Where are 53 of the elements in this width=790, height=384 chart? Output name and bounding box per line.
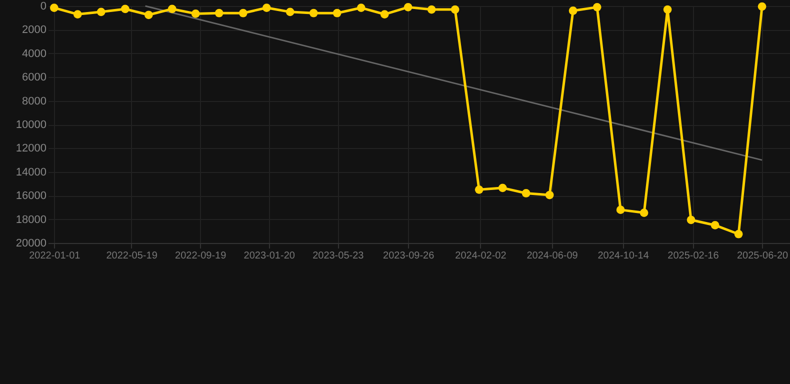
point xyxy=(262,4,271,12)
x-tick-label: 2023-09-26 xyxy=(383,250,435,262)
point xyxy=(144,10,153,20)
point xyxy=(309,8,318,18)
point xyxy=(96,8,106,16)
point xyxy=(238,8,248,18)
point xyxy=(663,5,672,14)
point xyxy=(427,5,436,14)
point xyxy=(332,8,342,18)
point xyxy=(568,6,578,15)
y-tick-label: 10000 xyxy=(16,119,46,131)
x-tick-label: 2024-06-09 xyxy=(526,250,578,262)
point xyxy=(498,184,507,192)
x-tick-label: 2025-06-20 xyxy=(736,250,789,262)
point xyxy=(474,186,484,194)
point xyxy=(640,208,648,217)
point xyxy=(522,189,530,198)
point xyxy=(286,8,294,16)
point xyxy=(214,8,224,18)
point xyxy=(592,3,602,12)
x-tick-label: 2023-05-23 xyxy=(312,250,364,262)
point xyxy=(710,221,720,230)
y-tick-label: 12000 xyxy=(16,142,46,155)
x-tick-label: 2023-01-20 xyxy=(244,250,296,262)
point xyxy=(686,216,696,224)
point xyxy=(545,190,554,200)
point xyxy=(450,5,460,14)
point xyxy=(380,10,389,18)
point xyxy=(73,10,82,18)
y-tick-label: 4000 xyxy=(22,48,46,60)
y-tick-label: 14000 xyxy=(16,166,46,178)
point xyxy=(120,4,130,14)
point xyxy=(616,206,625,214)
point xyxy=(734,230,743,238)
y-tick-label: 2000 xyxy=(22,24,46,36)
y-tick-label: 20000 xyxy=(16,238,46,250)
y-tick-label: 8000 xyxy=(22,95,46,108)
x-tick-label: 2025-02-16 xyxy=(668,250,720,262)
x-tick-label: 2022-05-19 xyxy=(106,250,158,262)
y-tick-label: 16000 xyxy=(16,190,46,202)
point xyxy=(168,4,176,14)
x-tick-label: 2024-10-14 xyxy=(598,250,650,262)
point xyxy=(758,2,766,11)
point xyxy=(404,3,412,12)
y-tick-label: 0 xyxy=(40,0,46,12)
x-tick-label: 2022-09-19 xyxy=(175,250,227,262)
point xyxy=(191,10,200,18)
point xyxy=(356,4,366,12)
x-tick-label: 2022-01-01 xyxy=(29,250,81,262)
y-tick-label: 18000 xyxy=(16,214,46,226)
x-tick-label: 2024-02-02 xyxy=(455,250,507,262)
point xyxy=(50,4,58,12)
y-tick-label: 6000 xyxy=(22,72,46,84)
